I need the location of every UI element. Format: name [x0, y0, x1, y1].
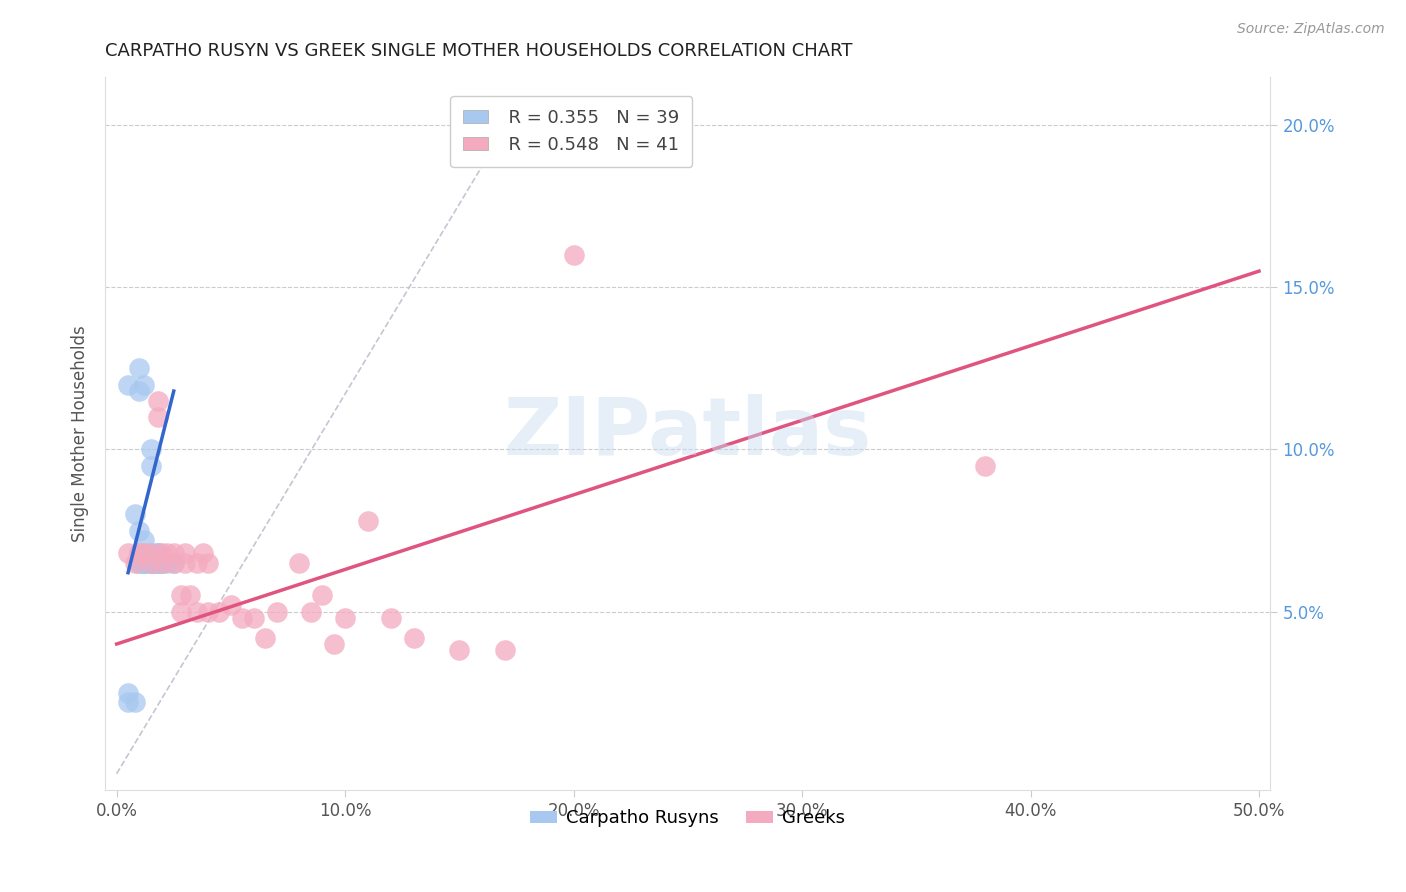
- Point: [242, 611, 264, 625]
- Point: [186, 605, 208, 619]
- Point: [132, 377, 155, 392]
- Point: [146, 556, 169, 570]
- Point: [139, 556, 162, 570]
- Point: [357, 514, 380, 528]
- Point: [139, 546, 162, 560]
- Point: [128, 556, 150, 570]
- Point: [139, 556, 162, 570]
- Legend: Carpatho Rusyns, Greeks: Carpatho Rusyns, Greeks: [523, 802, 852, 834]
- Point: [132, 556, 155, 570]
- Point: [139, 556, 162, 570]
- Point: [299, 605, 322, 619]
- Point: [128, 546, 150, 560]
- Point: [380, 611, 402, 625]
- Point: [139, 546, 162, 560]
- Point: [186, 556, 208, 570]
- Point: [146, 410, 169, 425]
- Point: [150, 556, 173, 570]
- Point: [169, 605, 191, 619]
- Point: [139, 556, 162, 570]
- Point: [150, 556, 173, 570]
- Point: [117, 686, 139, 700]
- Point: [266, 605, 288, 619]
- Point: [322, 637, 344, 651]
- Point: [150, 556, 173, 570]
- Point: [146, 556, 169, 570]
- Point: [132, 546, 155, 560]
- Point: [231, 611, 253, 625]
- Point: [139, 442, 162, 457]
- Point: [254, 631, 277, 645]
- Point: [139, 458, 162, 473]
- Point: [193, 546, 215, 560]
- Point: [128, 384, 150, 398]
- Point: [311, 588, 333, 602]
- Point: [117, 546, 139, 560]
- Point: [150, 546, 173, 560]
- Point: [197, 605, 219, 619]
- Point: [169, 588, 191, 602]
- Point: [333, 611, 356, 625]
- Point: [402, 631, 425, 645]
- Point: [156, 556, 179, 570]
- Text: ZIPatlas: ZIPatlas: [503, 394, 872, 472]
- Point: [163, 546, 186, 560]
- Point: [124, 508, 146, 522]
- Point: [128, 524, 150, 538]
- Point: [494, 643, 516, 657]
- Point: [117, 695, 139, 709]
- Point: [174, 546, 197, 560]
- Point: [124, 556, 146, 570]
- Point: [128, 361, 150, 376]
- Point: [128, 546, 150, 560]
- Point: [132, 546, 155, 560]
- Text: CARPATHO RUSYN VS GREEK SINGLE MOTHER HOUSEHOLDS CORRELATION CHART: CARPATHO RUSYN VS GREEK SINGLE MOTHER HO…: [105, 42, 852, 60]
- Point: [197, 556, 219, 570]
- Point: [174, 556, 197, 570]
- Point: [973, 458, 995, 473]
- Point: [132, 556, 155, 570]
- Point: [146, 556, 169, 570]
- Point: [117, 377, 139, 392]
- Point: [139, 546, 162, 560]
- Point: [146, 546, 169, 560]
- Point: [163, 556, 186, 570]
- Point: [124, 695, 146, 709]
- Y-axis label: Single Mother Households: Single Mother Households: [72, 325, 89, 541]
- Point: [156, 546, 179, 560]
- Point: [208, 605, 231, 619]
- Point: [139, 556, 162, 570]
- Point: [288, 556, 311, 570]
- Point: [132, 556, 155, 570]
- Point: [132, 533, 155, 548]
- Point: [146, 556, 169, 570]
- Point: [163, 556, 186, 570]
- Point: [449, 643, 471, 657]
- Point: [132, 556, 155, 570]
- Point: [139, 556, 162, 570]
- Point: [146, 393, 169, 408]
- Point: [146, 546, 169, 560]
- Text: Source: ZipAtlas.com: Source: ZipAtlas.com: [1237, 22, 1385, 37]
- Point: [562, 248, 585, 262]
- Point: [146, 556, 169, 570]
- Point: [128, 556, 150, 570]
- Point: [219, 598, 242, 612]
- Point: [146, 546, 169, 560]
- Point: [179, 588, 201, 602]
